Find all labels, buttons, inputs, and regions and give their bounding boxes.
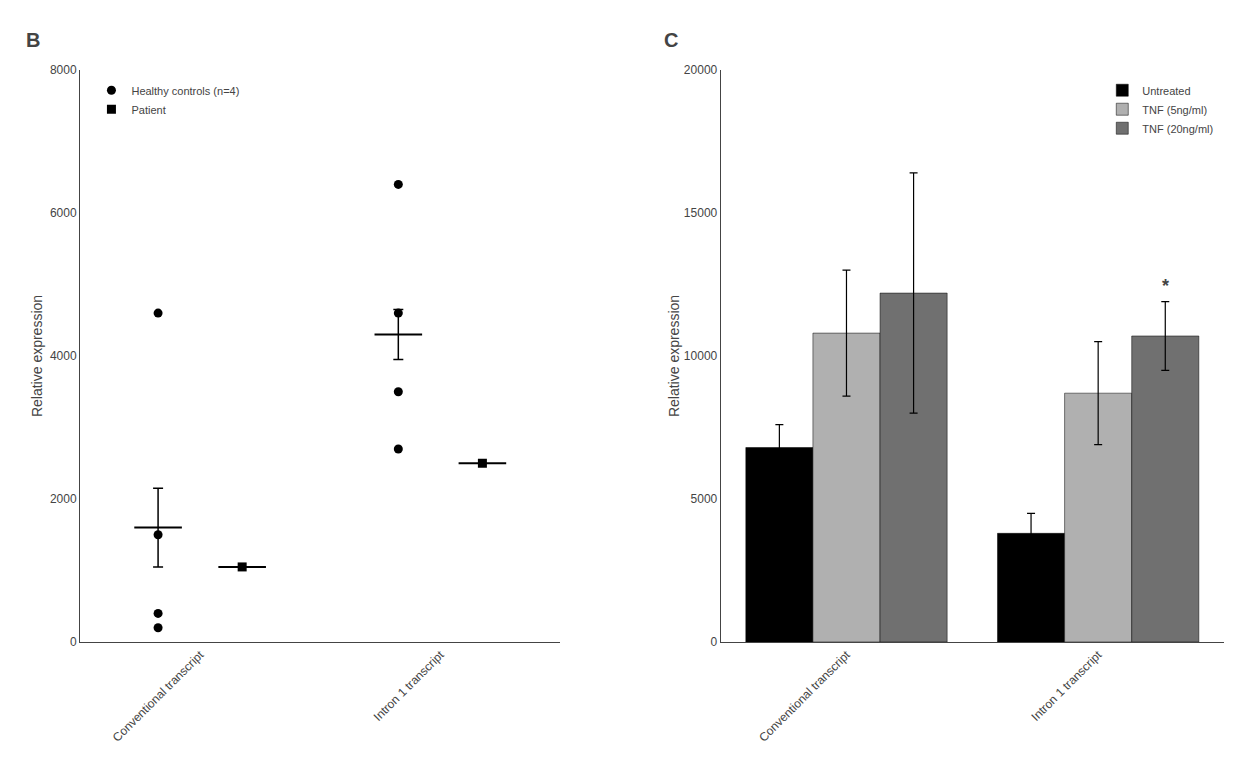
- svg-text:Healthy controls (n=4): Healthy controls (n=4): [131, 85, 239, 97]
- svg-text:Conventional transcript: Conventional transcript: [756, 647, 853, 744]
- svg-text:10000: 10000: [684, 349, 718, 363]
- svg-text:0: 0: [70, 635, 77, 649]
- svg-text:Conventional transcript: Conventional transcript: [110, 647, 207, 744]
- svg-text:Relative expression: Relative expression: [29, 295, 45, 417]
- svg-text:Untreated: Untreated: [1142, 85, 1190, 97]
- svg-text:B: B: [26, 29, 40, 51]
- svg-text:*: *: [1162, 276, 1169, 296]
- svg-text:4000: 4000: [50, 349, 77, 363]
- svg-text:20000: 20000: [684, 63, 718, 77]
- svg-text:2000: 2000: [50, 492, 77, 506]
- svg-text:TNF (5ng/ml): TNF (5ng/ml): [1142, 104, 1207, 116]
- svg-text:C: C: [664, 29, 678, 51]
- svg-text:Patient: Patient: [131, 104, 165, 116]
- svg-text:Intron 1 transcript: Intron 1 transcript: [371, 647, 447, 723]
- svg-text:8000: 8000: [50, 63, 77, 77]
- svg-text:Intron 1 transcript: Intron 1 transcript: [1029, 647, 1105, 723]
- svg-text:5000: 5000: [691, 492, 718, 506]
- svg-text:15000: 15000: [684, 206, 718, 220]
- svg-text:6000: 6000: [50, 206, 77, 220]
- svg-text:TNF (20ng/ml): TNF (20ng/ml): [1142, 123, 1213, 135]
- svg-text:0: 0: [711, 635, 718, 649]
- svg-text:Relative expression: Relative expression: [666, 295, 682, 417]
